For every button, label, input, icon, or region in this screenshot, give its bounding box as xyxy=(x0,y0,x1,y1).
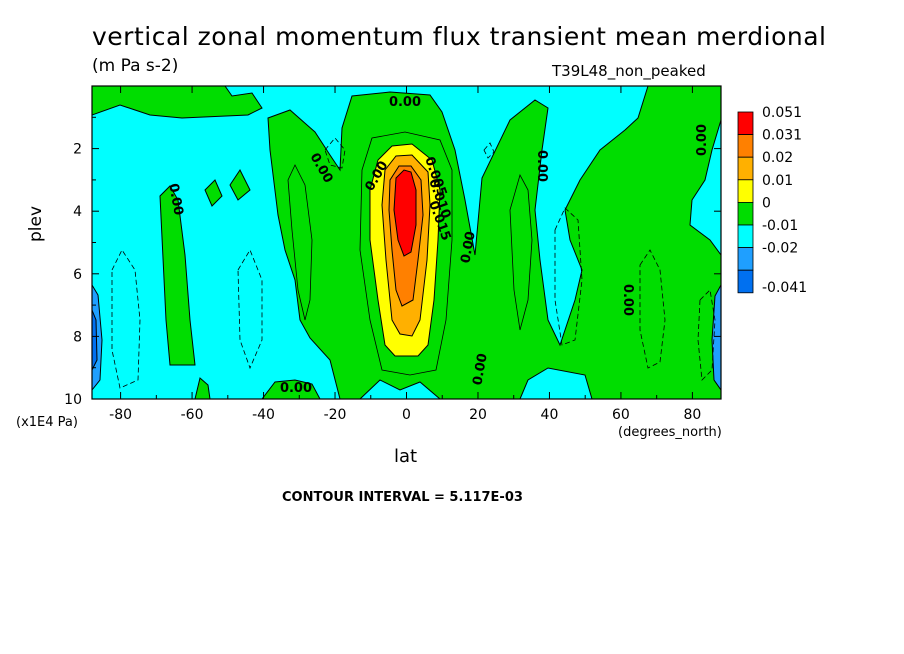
legend-swatch xyxy=(737,134,754,158)
x-tick-label: -60 xyxy=(181,407,204,423)
x-tick-label: 0 xyxy=(402,407,411,423)
contour-line-neg-4 xyxy=(639,249,666,369)
fill-darkblue-left-pole xyxy=(92,309,98,371)
x-tick-label: 20 xyxy=(469,407,487,423)
contour-line-neg-6 xyxy=(697,289,716,381)
legend-swatch xyxy=(737,224,754,249)
y-tick-label: 10 xyxy=(64,392,82,408)
fill-red-core xyxy=(393,169,417,257)
legend-label: -0.02 xyxy=(762,241,798,257)
contour-fill-layer xyxy=(92,86,721,399)
fill-green-small-patch xyxy=(204,179,223,207)
contour-label: 0.00 xyxy=(695,124,710,156)
legend-swatch xyxy=(737,156,754,181)
contour-line-neg-2 xyxy=(237,249,263,370)
x-tick-label: 60 xyxy=(612,407,630,423)
fill-green-bottom-patch xyxy=(194,377,211,399)
fill-green-bottom-left xyxy=(261,379,321,399)
contour-line-neg-7 xyxy=(483,142,495,159)
x-tick-label: -20 xyxy=(324,407,347,423)
legend-label: 0.031 xyxy=(762,128,802,144)
legend-label: 0.02 xyxy=(762,150,793,166)
x-axis-label: lat xyxy=(394,446,418,467)
x-tick-label: -40 xyxy=(252,407,275,423)
contour-line-pos-3 xyxy=(359,131,453,376)
legend-swatch xyxy=(737,111,754,136)
legend-label: 0.051 xyxy=(762,105,802,121)
contour-interval-note: CONTOUR INTERVAL = 5.117E-03 xyxy=(282,490,523,505)
legend-swatch xyxy=(737,179,754,203)
legend-swatch xyxy=(737,269,754,294)
contour-label: 0.00 xyxy=(280,381,312,396)
contour-line-neg-5 xyxy=(324,137,346,169)
chart-units: (m Pa s-2) xyxy=(92,56,179,76)
y-tick-label: 6 xyxy=(73,267,82,283)
contour-label: 0.00 xyxy=(534,150,549,182)
contour-line-neg-3 xyxy=(554,207,583,346)
contour-label: 0.00 xyxy=(165,182,185,216)
contour-label: 0.00 xyxy=(470,352,490,386)
legend-label: -0.01 xyxy=(762,218,798,234)
color-legend: 0.051 0.031 0.02 0.01 0 -0.01 -0.02 -0.041 xyxy=(737,105,807,296)
y-axis-units: (x1E4 Pa) xyxy=(16,415,78,430)
contour-label: 0.00 xyxy=(389,95,421,110)
contour-line-neg-1 xyxy=(111,249,141,389)
contour-label: 0.00 xyxy=(620,284,635,316)
y-axis-ticks: 2 4 6 8 10 xyxy=(64,116,721,408)
legend-swatch xyxy=(737,201,754,226)
y-tick-label: 8 xyxy=(73,329,82,345)
x-tick-label: 40 xyxy=(541,407,559,423)
x-axis-ticks: -80 -60 -40 -20 0 20 40 60 80 xyxy=(109,86,701,423)
legend-swatch xyxy=(737,247,754,271)
fill-green-small-patch-2 xyxy=(229,169,251,201)
contour-label: 0.00 xyxy=(458,230,478,264)
chart-title: vertical zonal momentum flux transient m… xyxy=(92,22,827,51)
y-tick-label: 2 xyxy=(73,142,82,158)
fill-green-top-left xyxy=(92,86,263,119)
x-tick-label: 80 xyxy=(683,407,701,423)
legend-label: -0.041 xyxy=(762,280,807,296)
legend-label: 0.01 xyxy=(762,173,793,189)
experiment-label: T39L48_non_peaked xyxy=(552,62,706,80)
legend-label: 0 xyxy=(762,195,771,211)
contour-line-pos-2 xyxy=(509,173,533,331)
contour-line-pos-1 xyxy=(287,164,313,321)
x-axis-units: (degrees_north) xyxy=(618,425,722,440)
x-tick-label: -80 xyxy=(109,407,132,423)
y-tick-label: 4 xyxy=(73,204,82,220)
fill-green-left-column xyxy=(159,185,196,366)
